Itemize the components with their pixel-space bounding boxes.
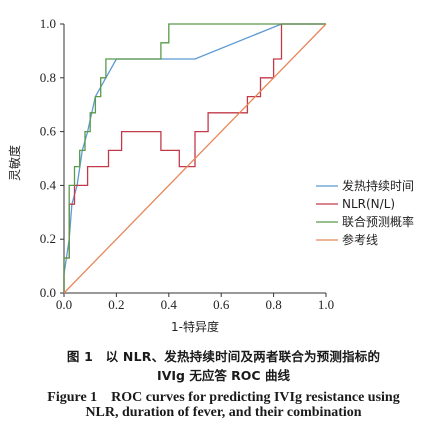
x-tick-label: 0.6 <box>213 297 230 312</box>
plot-area: 0.0 0.2 0.4 0.6 0.8 1.0 0.0 0.2 0.4 0.6 0.8 1.0 发热持续… <box>40 16 414 312</box>
x-tick-label: 0.0 <box>56 297 72 312</box>
legend-label-2: NLR(N/L) <box>342 197 395 211</box>
series-line-3 <box>63 23 326 293</box>
caption-chinese-line-2: IVIg 无应答 ROC 曲线 <box>157 368 290 383</box>
y-tick-label: 1.0 <box>40 16 56 31</box>
legend-label-4: 参考线 <box>342 232 378 247</box>
series-line-4 <box>63 23 327 294</box>
legend-label-3: 联合预测概率 <box>342 214 414 229</box>
y-axis-label: 灵敏度 <box>7 145 22 181</box>
caption-chinese-line-1: 图 1 以 NLR、发热持续时间及两者联合为预测指标的 <box>66 349 381 364</box>
y-tick-label: 0.6 <box>40 124 57 139</box>
caption-english-line-2: NLR, duration of fever, and their combin… <box>85 405 362 420</box>
x-tick-label: 1.0 <box>318 297 334 312</box>
y-tick-label: 0.2 <box>40 231 56 246</box>
legend-label-1: 发热持续时间 <box>342 178 414 193</box>
series-line-2 <box>63 23 326 293</box>
x-tick-label: 0.8 <box>265 297 281 312</box>
y-tick-label: 0.0 <box>40 285 56 300</box>
x-tick-label: 0.4 <box>161 297 178 312</box>
y-tick-label: 0.8 <box>40 70 56 85</box>
x-axis-label: 1-特异度 <box>171 319 219 334</box>
x-tick-label: 0.2 <box>108 297 124 312</box>
y-tick-label: 0.4 <box>40 177 57 192</box>
caption-english-line-1: Figure 1 ROC curves for predicting IVIg … <box>47 390 400 405</box>
